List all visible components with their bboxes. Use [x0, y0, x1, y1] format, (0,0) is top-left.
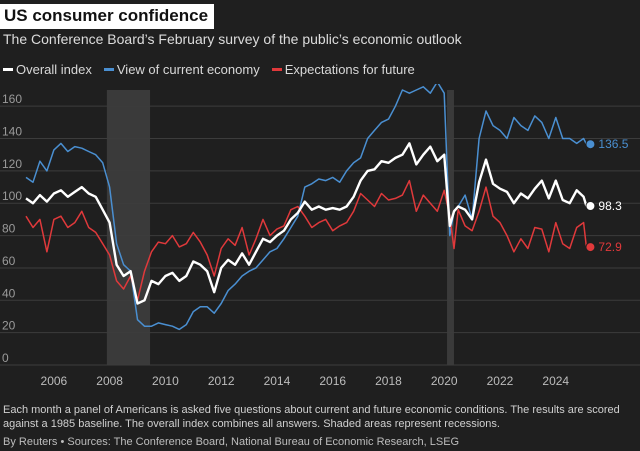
legend: Overall index View of current economy Ex…	[3, 62, 415, 77]
y-tick-label: 60	[2, 254, 16, 268]
legend-label-overall: Overall index	[16, 62, 92, 77]
series-line-1	[25, 81, 588, 331]
end-label-2: 72.9	[598, 240, 622, 254]
legend-swatch-expectations	[271, 68, 282, 71]
x-tick-label: 2012	[208, 374, 235, 388]
line-chart: 0 20 40 60 80 100 120 140 160 2006 2008 2010 2012 201…	[0, 81, 640, 388]
chart-subtitle: The Conference Board’s February survey o…	[3, 31, 462, 47]
end-marker-0	[585, 200, 596, 211]
y-tick-label: 140	[2, 125, 22, 139]
x-tick-label: 2008	[96, 374, 123, 388]
y-tick-label: 40	[2, 286, 16, 300]
chart-title: US consumer confidence	[0, 4, 215, 29]
x-tick-label: 2010	[152, 374, 179, 388]
legend-item-current: View of current economy	[103, 62, 260, 77]
legend-item-expectations: Expectations for future	[271, 62, 415, 77]
x-tick-label: 2006	[41, 374, 68, 388]
x-tick-label: 2024	[542, 374, 569, 388]
series-line-0	[25, 142, 588, 305]
end-label-1: 136.5	[598, 137, 628, 151]
x-tick-label: 2014	[264, 374, 291, 388]
y-tick-label: 100	[2, 189, 22, 203]
legend-label-current: View of current economy	[116, 62, 260, 77]
chart-area: 0 20 40 60 80 100 120 140 160 2006 2008 2010 2012 201…	[0, 81, 640, 400]
footnote: Each month a panel of Americans is asked…	[3, 404, 620, 430]
recession-band	[106, 90, 151, 365]
legend-swatch-overall	[3, 68, 13, 71]
legend-item-overall: Overall index	[3, 62, 92, 77]
source-credit: By Reuters • Sources: The Conference Boa…	[3, 436, 460, 448]
x-tick-label: 2022	[487, 374, 514, 388]
end-label-0: 98.3	[598, 199, 622, 213]
legend-swatch-current	[103, 68, 114, 71]
x-tick-label: 2018	[375, 374, 402, 388]
end-marker-1	[585, 139, 596, 150]
x-tick-label: 2020	[431, 374, 458, 388]
y-tick-label: 20	[2, 319, 16, 333]
y-tick-label: 120	[2, 157, 22, 171]
y-tick-label: 160	[2, 92, 22, 106]
series-line-2	[25, 179, 588, 302]
legend-label-expectations: Expectations for future	[284, 62, 415, 77]
y-tick-label: 80	[2, 222, 16, 236]
end-marker-2	[585, 242, 596, 253]
y-tick-label: 0	[2, 351, 9, 365]
x-tick-label: 2016	[319, 374, 346, 388]
